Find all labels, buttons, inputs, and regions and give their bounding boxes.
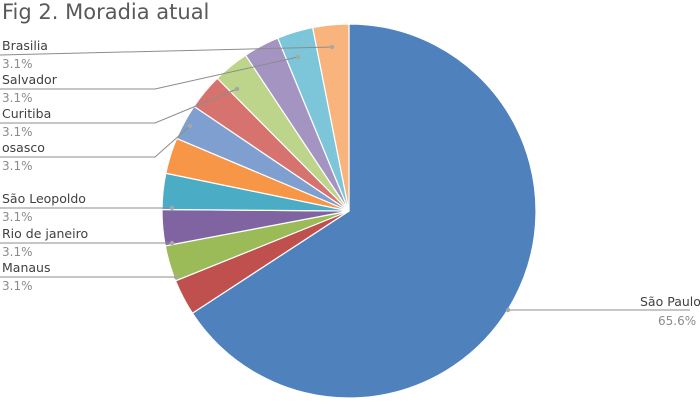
data-label-name-rio-de-janeiro: Rio de janeiro — [2, 226, 88, 241]
leader-line-curitiba — [0, 88, 238, 124]
data-label-name-brasilia: Brasilia — [2, 38, 48, 53]
leader-line-brasilia — [0, 46, 333, 56]
leader-dot-sao-paulo — [505, 307, 511, 313]
data-label-name-osasco: osasco — [2, 140, 45, 155]
data-label-name-sao-leopoldo: São Leopoldo — [2, 191, 86, 206]
data-label-name-salvador: Salvador — [2, 72, 58, 87]
chart-title: Fig 2. Moradia atual — [2, 0, 209, 24]
leader-dot-rio-de-janeiro — [169, 240, 175, 246]
pie-slices — [161, 23, 537, 399]
pie-slice-12 — [311, 23, 350, 212]
data-label-name-sao-paulo: São Paulo — [640, 294, 700, 309]
data-label-value-sao-leopoldo: 3.1% — [2, 210, 33, 224]
leader-dot-curitiba — [234, 86, 240, 92]
leader-dot-osasco — [187, 123, 193, 129]
data-label-value-osasco: 3.1% — [2, 159, 33, 173]
leader-dot-manaus — [173, 274, 179, 280]
data-label-value-curitiba: 3.1% — [2, 125, 33, 139]
leader-dot-salvador — [295, 54, 301, 60]
data-label-value-manaus: 3.1% — [2, 279, 33, 293]
data-label-value-sao-paulo: 65.6% — [658, 314, 696, 328]
leader-lines — [0, 44, 690, 313]
data-label-value-brasilia: 3.1% — [2, 57, 33, 71]
leader-line-osasco — [0, 125, 191, 158]
data-label-value-rio-de-janeiro: 3.1% — [2, 245, 33, 259]
data-label-name-curitiba: Curitiba — [2, 106, 51, 121]
leader-line-salvador — [0, 56, 299, 90]
leader-dot-brasilia — [329, 44, 335, 50]
leader-dot-sao-leopoldo — [169, 205, 175, 211]
pie-slice-sao-paulo — [191, 23, 537, 399]
data-label-value-salvador: 3.1% — [2, 91, 33, 105]
data-label-name-manaus: Manaus — [2, 260, 50, 275]
